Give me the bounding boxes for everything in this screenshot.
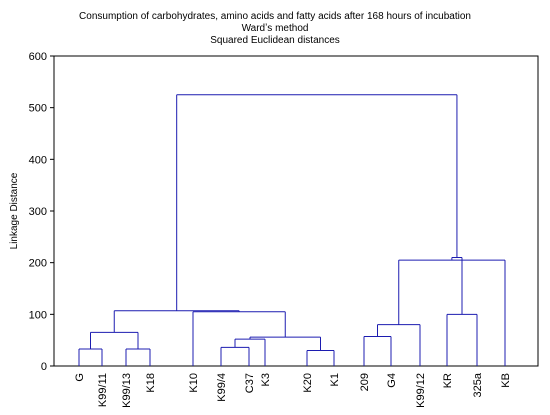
y-tick-label: 300	[29, 206, 47, 218]
y-tick-label: 200	[29, 258, 47, 270]
leaf-label: K1	[329, 373, 341, 386]
plot-frame	[53, 55, 539, 367]
leaf-label: 209	[359, 373, 371, 391]
leaf-label: KB	[500, 373, 512, 388]
y-tick-label: 500	[29, 103, 47, 115]
chart-title: Consumption of carbohydrates, amino acid…	[79, 11, 471, 22]
leaf-label: C37	[244, 373, 256, 393]
leaf-labels: G K99/11 K99/13 K18 K10 K99/4 C37 K3 K20 K1 209 G4 K…	[74, 372, 512, 408]
leaf-label: G4	[386, 373, 398, 388]
y-tick-label: 100	[29, 309, 47, 321]
y-tick-label: 400	[29, 154, 47, 166]
dendrogram-links	[78, 94, 506, 366]
leaf-label: K18	[145, 373, 157, 393]
leaf-label: K3	[260, 373, 272, 386]
y-tick-label: 600	[29, 51, 47, 63]
leaf-label: K20	[302, 373, 314, 393]
leaf-label: K99/13	[121, 373, 133, 408]
leaf-label: K99/4	[216, 373, 228, 402]
y-axis-label: Linkage Distance	[9, 172, 20, 249]
y-axis-ticks: 0 100 200 300 400 500 600	[29, 51, 54, 373]
leaf-label: G	[74, 373, 86, 382]
leaf-label: K10	[188, 373, 200, 393]
y-tick-label: 0	[41, 361, 47, 373]
leaf-label: 325a	[472, 372, 484, 397]
chart-subtitle-distance: Squared Euclidean distances	[210, 35, 340, 46]
chart-subtitle-method: Wardʼs method	[241, 23, 309, 34]
leaf-label: K99/11	[97, 373, 109, 407]
leaf-label: KR	[442, 373, 454, 388]
leaf-label: K99/12	[415, 373, 427, 408]
chart-titles: Consumption of carbohydrates, amino acid…	[0, 11, 550, 47]
